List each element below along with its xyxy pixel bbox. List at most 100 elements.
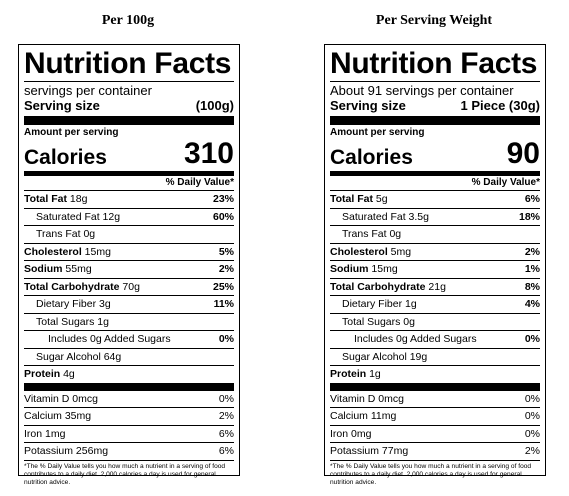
nutrient-row: Trans Fat 0g bbox=[24, 225, 234, 243]
nutrient-amount: Saturated Fat 12g bbox=[36, 210, 121, 223]
nutrient-name: Sodium 55mg bbox=[24, 261, 92, 278]
calories-label: Calories bbox=[24, 146, 107, 169]
nutrient-row: Cholesterol 15mg 5% bbox=[24, 242, 234, 261]
nutrient-name-bold: Total Carbohydrate bbox=[330, 280, 426, 293]
thick-divider bbox=[330, 116, 540, 125]
vitamin-row: Potassium 77mg 2% bbox=[330, 442, 540, 460]
nutrient-name: Cholesterol 5mg bbox=[330, 244, 411, 261]
vitamin-daily-value: 2% bbox=[524, 445, 540, 457]
vitamin-row: Iron 0mg 0% bbox=[330, 424, 540, 443]
nutrient-amount: Includes 0g Added Sugars bbox=[48, 333, 171, 345]
label-title: Nutrition Facts bbox=[330, 47, 538, 80]
nutrient-amount: 5g bbox=[372, 193, 388, 205]
nutrient-row: Includes 0g Added Sugars 0% bbox=[330, 330, 540, 348]
label-title: Nutrition Facts bbox=[24, 47, 232, 80]
thick-divider bbox=[24, 382, 234, 391]
daily-value-header: % Daily Value* bbox=[471, 177, 540, 188]
nutrient-amount: Dietary Fiber 3g bbox=[36, 298, 111, 310]
nutrient-row: Total Sugars 0g bbox=[330, 312, 540, 331]
vitamin-name: Calcium 35mg bbox=[24, 410, 92, 422]
nutrient-name-bold: Cholesterol bbox=[24, 245, 82, 258]
nutrient-amount: 4g bbox=[60, 368, 75, 380]
nutrient-row: Dietary Fiber 1g 4% bbox=[330, 295, 540, 313]
serving-size-row: Serving size 1 Piece (30g) bbox=[330, 98, 540, 113]
servings-per-container: servings per container bbox=[24, 83, 152, 98]
nutrient-amount: Total Sugars 0g bbox=[342, 315, 415, 328]
panel-heading: Per Serving Weight bbox=[375, 13, 493, 28]
nutrient-name: Sodium 15mg bbox=[330, 261, 398, 278]
daily-value-header: % Daily Value* bbox=[165, 177, 234, 188]
nutrient-daily-value: 2% bbox=[524, 245, 540, 258]
vitamin-row: Vitamin D 0mcg 0% bbox=[24, 391, 234, 408]
nutrient-name: Cholesterol 15mg bbox=[24, 244, 111, 261]
nutrient-daily-value: 6% bbox=[524, 193, 540, 205]
vitamin-name: Vitamin D 0mcg bbox=[330, 392, 404, 405]
nutrient-daily-value: 11% bbox=[213, 298, 234, 310]
serving-size-value: (100g) bbox=[195, 98, 234, 113]
nutrient-amount: 15mg bbox=[81, 245, 111, 258]
serving-size-row: Serving size (100g) bbox=[24, 98, 234, 113]
nutrient-name: Total Sugars 0g bbox=[330, 314, 415, 331]
nutrient-daily-value: 5% bbox=[218, 245, 234, 258]
nutrition-label-per-serving: Nutrition Facts About 91 servings per co… bbox=[324, 44, 546, 486]
vitamin-row: Iron 1mg 6% bbox=[24, 424, 234, 443]
nutrient-name: Protein 4g bbox=[24, 366, 75, 383]
vitamin-name: Iron 0mg bbox=[330, 427, 372, 440]
nutrient-row: Trans Fat 0g bbox=[330, 225, 540, 243]
nutrient-amount: Saturated Fat 3.5g bbox=[342, 210, 429, 223]
nutrient-daily-value: 1% bbox=[524, 263, 540, 275]
nutrient-row: Total Fat 18g 23% bbox=[24, 190, 234, 208]
calories-label: Calories bbox=[330, 146, 413, 169]
nutrient-name: Includes 0g Added Sugars bbox=[24, 331, 171, 348]
nutrient-row: Sodium 55mg 2% bbox=[24, 260, 234, 278]
nutrient-row: Protein 4g bbox=[24, 365, 234, 383]
nutrient-list: Total Fat 18g 23% Saturated Fat 12g 60% Tran… bbox=[24, 190, 234, 383]
nutrient-row: Total Fat 5g 6% bbox=[330, 190, 540, 208]
nutrient-amount: Includes 0g Added Sugars bbox=[354, 333, 477, 345]
amount-per-serving: Amount per serving bbox=[330, 127, 425, 138]
nutrient-name-bold: Protein bbox=[24, 368, 61, 380]
nutrient-amount: Sugar Alcohol 19g bbox=[342, 350, 428, 363]
nutrient-amount: Dietary Fiber 1g bbox=[342, 298, 417, 310]
calories-value: 90 bbox=[506, 137, 540, 170]
nutrient-name: Sugar Alcohol 64g bbox=[24, 349, 121, 366]
nutrient-daily-value: 4% bbox=[524, 298, 540, 310]
nutrient-name-bold: Cholesterol bbox=[330, 245, 388, 258]
calories-row: Calories 310 bbox=[24, 139, 234, 169]
vitamin-name: Vitamin D 0mcg bbox=[24, 392, 98, 405]
nutrient-row: Includes 0g Added Sugars 0% bbox=[24, 330, 234, 348]
nutrient-name: Protein 1g bbox=[330, 366, 381, 383]
nutrient-row: Saturated Fat 3.5g 18% bbox=[330, 207, 540, 226]
vitamin-name: Potassium 256mg bbox=[24, 445, 109, 457]
nutrient-name: Includes 0g Added Sugars bbox=[330, 331, 477, 348]
nutrient-name-bold: Sodium bbox=[24, 263, 63, 275]
nutrient-name: Saturated Fat 12g bbox=[24, 209, 120, 226]
nutrient-daily-value: 23% bbox=[212, 193, 234, 205]
nutrient-name: Total Carbohydrate 70g bbox=[24, 279, 140, 296]
nutrient-row: Dietary Fiber 3g 11% bbox=[24, 295, 234, 313]
vitamin-daily-value: 2% bbox=[218, 410, 234, 422]
serving-size-label: Serving size bbox=[24, 98, 100, 113]
nutrient-amount: Sugar Alcohol 64g bbox=[36, 350, 122, 363]
nutrient-name: Dietary Fiber 3g bbox=[24, 296, 111, 313]
vitamin-name: Potassium 77mg bbox=[330, 445, 409, 457]
nutrient-row: Protein 1g bbox=[330, 365, 540, 383]
nutrient-daily-value: 8% bbox=[524, 280, 540, 293]
calories-value: 310 bbox=[183, 137, 234, 170]
nutrient-row: Sodium 15mg 1% bbox=[330, 260, 540, 278]
nutrient-name: Trans Fat 0g bbox=[330, 226, 401, 243]
vitamin-daily-value: 0% bbox=[524, 410, 540, 422]
daily-value-footnote: *The % Daily Value tells you how much a … bbox=[24, 459, 234, 487]
vitamin-daily-value: 0% bbox=[218, 392, 234, 405]
vitamin-name: Calcium 11mg bbox=[330, 410, 397, 422]
nutrient-amount: Trans Fat 0g bbox=[36, 228, 96, 240]
nutrient-amount: 18g bbox=[66, 193, 88, 205]
nutrient-amount: 1g bbox=[366, 368, 381, 380]
nutrient-amount: 15mg bbox=[368, 263, 398, 275]
nutrient-daily-value: 18% bbox=[518, 210, 540, 223]
vitamin-row: Potassium 256mg 6% bbox=[24, 442, 234, 460]
nutrient-row: Sugar Alcohol 19g bbox=[330, 347, 540, 366]
vitamin-daily-value: 0% bbox=[524, 427, 540, 440]
nutrient-name-bold: Total Fat bbox=[24, 193, 67, 205]
nutrient-name-bold: Protein bbox=[330, 368, 367, 380]
